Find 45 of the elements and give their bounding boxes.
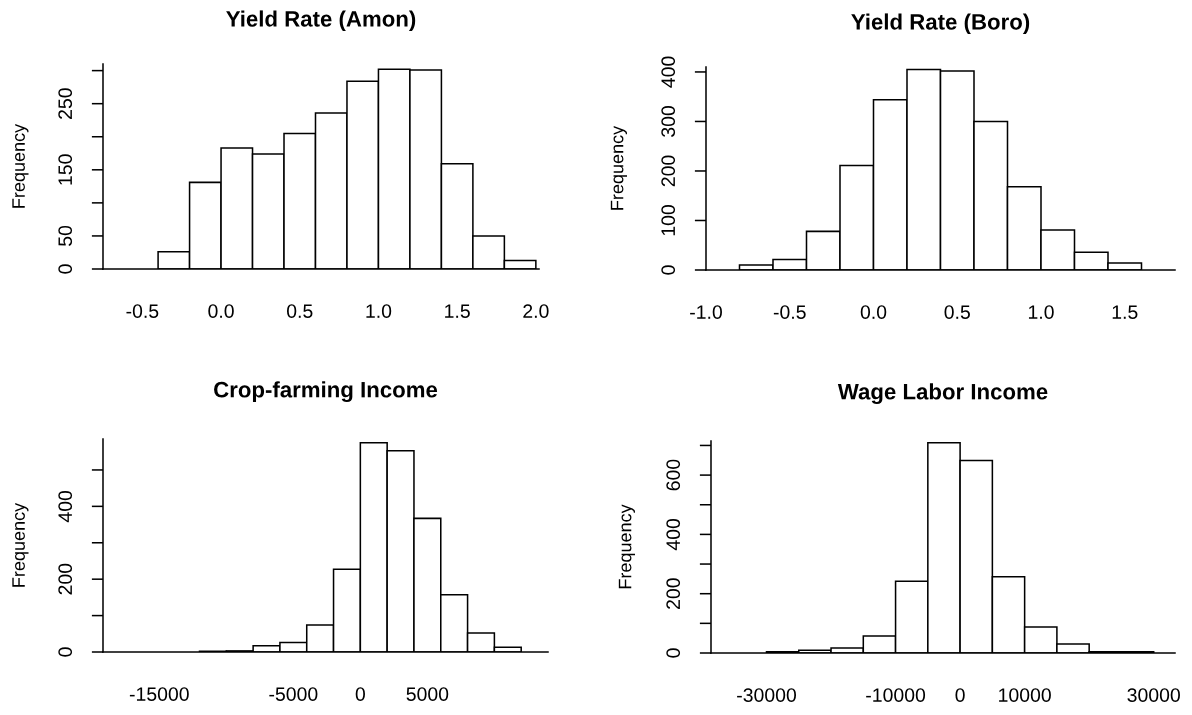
x-tick-label: 0.0 <box>860 305 887 319</box>
x-tick-label: -10000 <box>866 688 926 702</box>
x-tick-label: -0.5 <box>773 305 806 319</box>
x-tick-label: 1.0 <box>366 304 392 318</box>
x-tick-label: -5000 <box>269 687 318 701</box>
y-tick-label: 250 <box>58 88 73 119</box>
y-tick-label: 400 <box>661 56 676 88</box>
y-tick-label: 200 <box>58 563 73 595</box>
y-tick-label: 0 <box>58 264 73 274</box>
y-tick-label: 200 <box>666 578 681 609</box>
y-tick-label: 600 <box>666 459 681 491</box>
chart-title: Crop-farming Income <box>214 381 438 403</box>
x-tick-label: 0.5 <box>287 304 313 318</box>
chart-title: Yield Rate (Amon) <box>226 10 416 32</box>
chart-title: Wage Labor Income <box>837 383 1048 405</box>
x-tick-label: 10000 <box>999 688 1051 702</box>
y-axis-title: Frequency <box>618 504 635 589</box>
y-tick-label: 400 <box>666 518 681 551</box>
y-axis-title: Frequency <box>610 125 627 210</box>
y-axis-title: Frequency <box>12 502 29 587</box>
y-tick-label: 0 <box>661 265 676 275</box>
y-tick-label: 150 <box>58 154 73 185</box>
y-tick-label: 50 <box>58 225 73 246</box>
x-tick-label: 0 <box>955 688 965 702</box>
y-axis-title: Frequency <box>12 123 29 208</box>
y-tick-label: 200 <box>661 155 676 187</box>
y-tick-label: 0 <box>666 648 681 658</box>
x-tick-label: 1.5 <box>1112 305 1138 319</box>
x-tick-label: 0.5 <box>944 305 970 319</box>
y-tick-label: 0 <box>58 647 73 657</box>
y-tick-label: 300 <box>661 106 676 137</box>
x-tick-label: -15000 <box>129 687 189 701</box>
x-tick-label: 30000 <box>1127 688 1180 702</box>
x-tick-label: 0.0 <box>208 304 234 318</box>
x-tick-label: 2.0 <box>523 304 549 318</box>
chart-title: Yield Rate (Boro) <box>851 13 1030 35</box>
x-tick-label: -30000 <box>737 688 797 702</box>
x-tick-label: -0.5 <box>126 304 159 318</box>
y-tick-label: 400 <box>58 490 73 523</box>
y-tick-label: 100 <box>661 205 676 236</box>
x-tick-label: 1.0 <box>1028 305 1054 319</box>
x-tick-label: 0 <box>355 687 365 701</box>
x-tick-label: -1.0 <box>690 305 722 319</box>
x-tick-label: 1.5 <box>445 304 470 318</box>
x-tick-label: 5000 <box>406 687 449 701</box>
